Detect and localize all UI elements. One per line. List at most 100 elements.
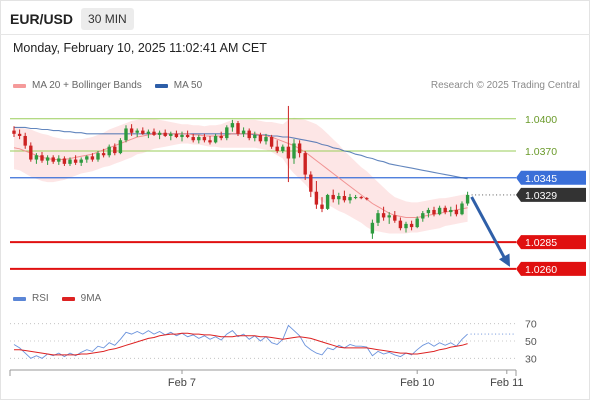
- candle: [191, 133, 195, 143]
- level-tag-label: 1.0285: [525, 237, 557, 249]
- candle: [79, 157, 83, 166]
- candle-body: [96, 153, 100, 160]
- level-tag-1.0370: 1.0370: [525, 146, 557, 158]
- candle-body: [460, 203, 464, 215]
- candle: [213, 133, 218, 144]
- candle: [398, 217, 403, 231]
- price-legend: MA 20 + Bollinger Bands MA 50: [13, 80, 215, 91]
- bollinger-band-layer: [14, 117, 468, 234]
- candle-body: [387, 215, 391, 218]
- x-tick-label: Feb 7: [168, 377, 196, 389]
- candle: [197, 134, 201, 144]
- header-divider: [0, 34, 590, 35]
- level-tag-1.0345: 1.0345: [516, 170, 586, 185]
- candle-body: [303, 153, 307, 175]
- legend-item-rsi: RSI: [13, 293, 49, 304]
- level-tag-bg: [516, 235, 586, 250]
- candle-body: [426, 209, 431, 214]
- candle: [225, 125, 229, 141]
- candle-body: [17, 133, 22, 136]
- candle-body: [57, 158, 61, 162]
- candle-body: [331, 194, 335, 200]
- ma20-swatch: [13, 83, 26, 88]
- ma50-label: MA 50: [173, 80, 203, 91]
- candle-body: [348, 197, 352, 201]
- candle: [342, 190, 347, 203]
- candle: [202, 133, 207, 143]
- candle-body: [174, 133, 179, 138]
- credit-label: Research © 2025 Trading Central: [430, 80, 580, 91]
- candle: [460, 201, 464, 216]
- candle-body: [320, 204, 324, 209]
- candle: [219, 131, 223, 141]
- candle: [275, 140, 279, 154]
- candle-body: [152, 131, 156, 135]
- candle-body: [443, 207, 447, 213]
- candle: [51, 155, 55, 164]
- candle: [118, 138, 123, 155]
- candle: [135, 128, 139, 138]
- candle: [124, 125, 128, 143]
- candle-body: [353, 197, 358, 199]
- candle-body: [101, 153, 106, 156]
- level-tag-1.0400: 1.0400: [525, 114, 557, 126]
- candle: [12, 126, 16, 138]
- candle-body: [124, 128, 128, 141]
- candle-body: [421, 213, 425, 219]
- candle: [415, 216, 419, 229]
- ma9-label: 9MA: [80, 293, 102, 304]
- candle-body: [113, 146, 117, 154]
- candle: [325, 193, 330, 210]
- rsi-legend: RSI 9MA: [13, 293, 114, 304]
- candle-body: [432, 209, 436, 215]
- candle-body: [73, 159, 78, 163]
- candle: [146, 129, 151, 139]
- candle-body: [85, 156, 89, 160]
- rsi-tick-label: 50: [525, 336, 537, 348]
- candle-body: [398, 220, 403, 229]
- candle: [57, 155, 61, 165]
- candle-body: [146, 131, 151, 134]
- candle: [320, 197, 324, 213]
- candle: [230, 119, 235, 132]
- candle: [432, 206, 436, 217]
- candle: [292, 139, 296, 164]
- candle-body: [314, 191, 319, 205]
- candle: [29, 142, 33, 162]
- candle-body: [45, 157, 50, 161]
- timeframe-badge[interactable]: 30 MIN: [81, 8, 134, 30]
- candle: [185, 130, 190, 139]
- candle-body: [225, 127, 229, 139]
- candle: [353, 194, 358, 200]
- candle-body: [337, 196, 341, 200]
- candle-body: [79, 159, 83, 163]
- candle-body: [281, 146, 285, 151]
- candle: [370, 219, 375, 239]
- candle-body: [264, 137, 268, 142]
- candle: [309, 171, 313, 198]
- bollinger-band: [14, 117, 468, 234]
- candle-body: [437, 207, 442, 215]
- candle-body: [157, 132, 162, 135]
- ma20-label: MA 20 + Bollinger Bands: [32, 80, 142, 91]
- candle-body: [258, 134, 263, 142]
- level-tag-label: 1.0260: [525, 264, 557, 276]
- x-tick-label: Feb 11: [490, 377, 523, 389]
- candle-body: [253, 134, 257, 139]
- candle-body: [191, 137, 195, 141]
- ma9-swatch: [61, 296, 75, 301]
- candle: [17, 129, 22, 140]
- level-tag-1.0329: 1.0329: [516, 187, 586, 202]
- candle-body: [376, 213, 380, 223]
- candle: [101, 148, 106, 158]
- candle: [269, 134, 274, 149]
- candle-body: [185, 134, 190, 138]
- candle: [113, 143, 117, 156]
- level-tag-label: 1.0345: [525, 173, 557, 185]
- candle-body: [23, 135, 27, 146]
- candle-body: [269, 137, 274, 147]
- candle-body: [197, 137, 201, 141]
- forecast-arrow-layer: [470, 196, 510, 267]
- candle: [376, 209, 380, 227]
